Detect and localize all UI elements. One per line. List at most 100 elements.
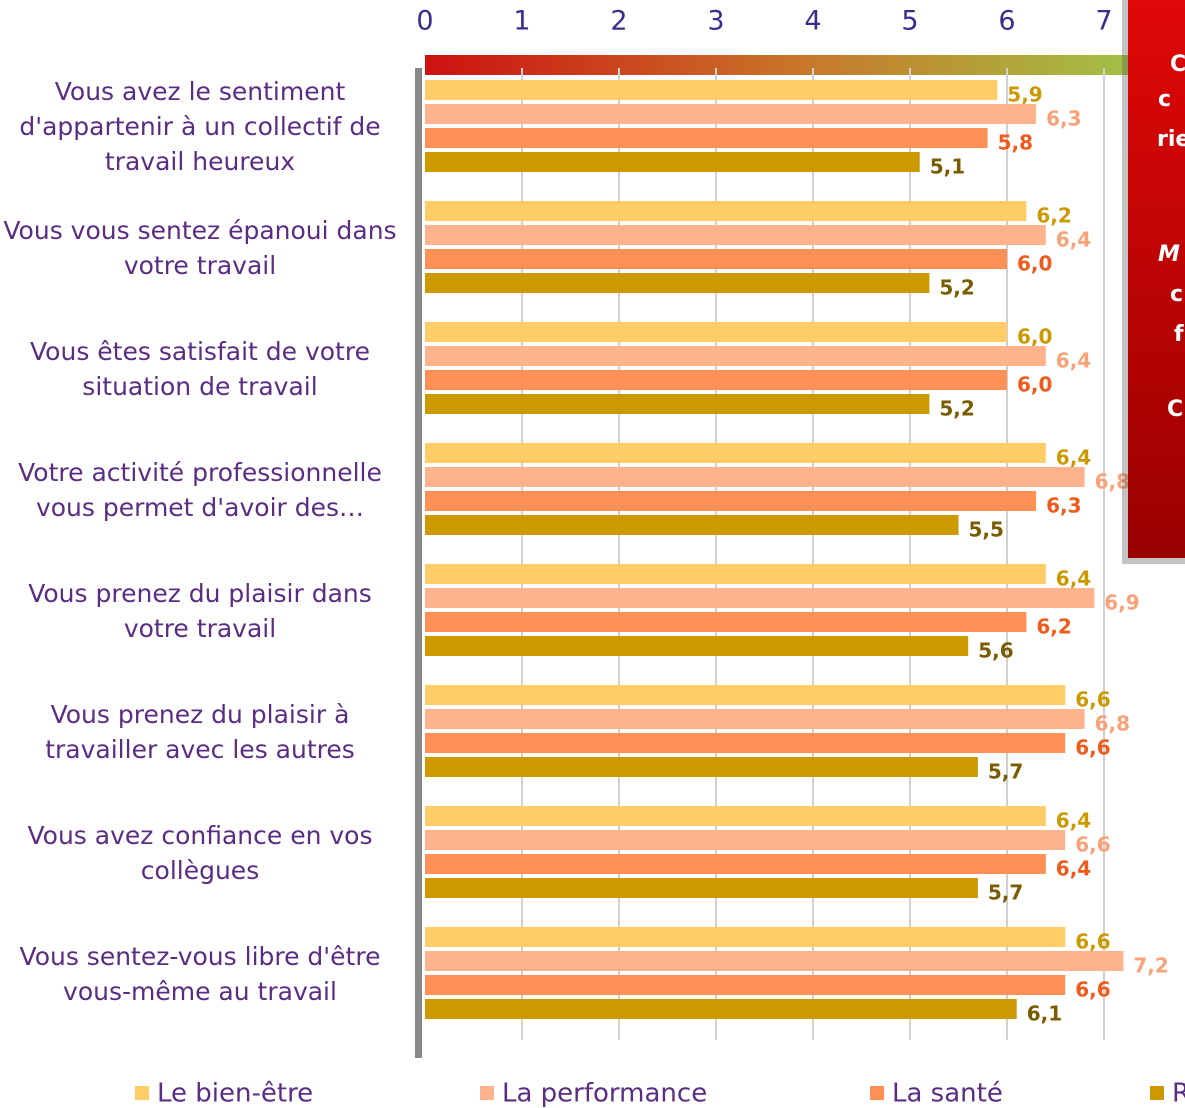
- x-tick-label: 4: [804, 6, 821, 37]
- value-label: 5,2: [939, 276, 974, 300]
- bar: [425, 491, 1037, 511]
- info-box: [1128, 0, 1185, 558]
- bar: [425, 757, 978, 777]
- value-label: 5,7: [988, 881, 1023, 905]
- value-label: 6,6: [1075, 930, 1110, 954]
- bar: [425, 999, 1017, 1019]
- bar: [425, 975, 1066, 995]
- category-label: Votre activité professionnelle vous perm…: [18, 457, 382, 522]
- x-tick-label: 2: [610, 6, 627, 37]
- value-label: 6,4: [1056, 446, 1091, 470]
- value-label: 6,4: [1056, 228, 1091, 252]
- value-label: 6,9: [1104, 591, 1139, 615]
- value-label: 5,9: [1007, 83, 1042, 107]
- category-label: Vous vous sentez épanoui dans votre trav…: [3, 215, 397, 280]
- box-text: C: [1167, 397, 1183, 422]
- bar: [425, 685, 1066, 705]
- value-label: 6,0: [1017, 252, 1052, 276]
- box-text: f: [1174, 322, 1184, 347]
- axis-line: [415, 68, 422, 1058]
- value-label: 6,4: [1056, 857, 1091, 881]
- x-tick-label: 5: [901, 6, 918, 37]
- x-tick-label: 0: [416, 6, 433, 37]
- value-label: 5,2: [939, 397, 974, 421]
- value-label: 6,4: [1056, 349, 1091, 373]
- bar: [425, 878, 978, 898]
- x-tick-label: 1: [513, 6, 530, 37]
- legend-label: La performance: [502, 1079, 707, 1108]
- x-tick-label: 7: [1095, 6, 1112, 37]
- value-label: 6,6: [1075, 688, 1110, 712]
- value-label: 6,1: [1027, 1002, 1062, 1026]
- bar: [425, 636, 969, 656]
- value-label: 6,8: [1095, 712, 1130, 736]
- bar: [425, 152, 920, 172]
- legend-label: Le bien-être: [157, 1079, 313, 1108]
- value-label: 5,1: [930, 155, 965, 179]
- bar: [425, 830, 1066, 850]
- value-label: 7,2: [1133, 954, 1168, 978]
- bar: [425, 588, 1095, 608]
- value-label: 6,6: [1075, 833, 1110, 857]
- bar: [425, 370, 1007, 390]
- value-label: 6,4: [1056, 809, 1091, 833]
- value-label: 6,0: [1017, 373, 1052, 397]
- legend-swatch: [1150, 1086, 1164, 1100]
- bar: [425, 104, 1037, 124]
- bar: [425, 515, 959, 535]
- category-label: Vous avez le sentiment d'appartenir à un…: [19, 77, 381, 176]
- bar: [425, 394, 930, 414]
- value-label: 5,7: [988, 760, 1023, 784]
- bar: [425, 612, 1027, 632]
- value-label: 6,0: [1017, 325, 1052, 349]
- bar: [425, 927, 1066, 947]
- bar: [425, 806, 1046, 826]
- box-text: rie: [1157, 127, 1185, 152]
- box-text: c: [1158, 87, 1171, 112]
- value-label: 5,8: [998, 131, 1033, 155]
- bar: [425, 201, 1027, 221]
- value-label: 6,6: [1075, 978, 1110, 1002]
- category-label: Vous prenez du plaisir à travailler avec…: [45, 699, 355, 764]
- bar: [425, 80, 998, 100]
- bar: [425, 564, 1046, 584]
- category-label: Vous prenez du plaisir dans votre travai…: [28, 578, 372, 643]
- x-tick-label: 6: [998, 6, 1015, 37]
- category-label: Vous avez confiance en vos collègues: [27, 820, 373, 885]
- value-label: 6,2: [1036, 204, 1071, 228]
- bar: [425, 709, 1085, 729]
- legend-swatch: [135, 1086, 149, 1100]
- box-text: M: [1158, 242, 1180, 267]
- legend-label: La santé: [892, 1079, 1003, 1108]
- bar: [425, 346, 1046, 366]
- legend-label: R: [1172, 1079, 1185, 1108]
- bar: [425, 128, 988, 148]
- value-label: 6,8: [1095, 470, 1130, 494]
- bar: [425, 951, 1124, 971]
- legend-swatch: [480, 1086, 494, 1100]
- box-text: C: [1170, 52, 1185, 77]
- x-tick-label: 3: [707, 6, 724, 37]
- value-label: 5,5: [969, 518, 1004, 542]
- bar: [425, 854, 1046, 874]
- bar: [425, 249, 1007, 269]
- bar: [425, 467, 1085, 487]
- box-text: c: [1170, 282, 1183, 307]
- color-scale: [425, 55, 1185, 75]
- bar: [425, 322, 1007, 342]
- bar: [425, 443, 1046, 463]
- category-label: Vous êtes satisfait de votre situation d…: [30, 336, 370, 401]
- value-label: 6,4: [1056, 567, 1091, 591]
- bar: [425, 733, 1066, 753]
- value-label: 6,2: [1036, 615, 1071, 639]
- bar: [425, 273, 930, 293]
- category-label: Vous sentez-vous libre d'être vous-même …: [19, 941, 381, 1006]
- value-label: 6,6: [1075, 736, 1110, 760]
- bar: [425, 225, 1046, 245]
- value-label: 5,6: [978, 639, 1013, 663]
- value-label: 6,3: [1046, 494, 1081, 518]
- value-label: 6,3: [1046, 107, 1081, 131]
- legend-swatch: [870, 1086, 884, 1100]
